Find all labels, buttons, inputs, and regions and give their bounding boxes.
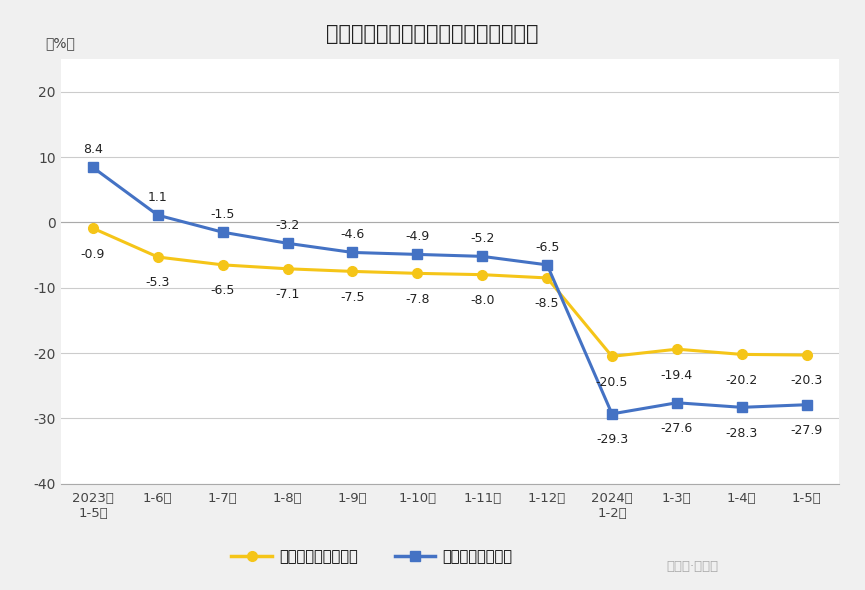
Text: -20.3: -20.3: [791, 375, 823, 388]
Text: -6.5: -6.5: [210, 284, 235, 297]
Text: -27.6: -27.6: [661, 422, 693, 435]
Text: -29.3: -29.3: [596, 433, 628, 446]
Text: -19.4: -19.4: [661, 369, 693, 382]
新建商品房销售面积: [348, 268, 358, 275]
Legend: 新建商品房销售面积, 新建商品房销售额: 新建商品房销售面积, 新建商品房销售额: [226, 543, 518, 570]
Text: -7.8: -7.8: [405, 293, 430, 306]
新建商品房销售面积: [413, 270, 423, 277]
Text: -8.5: -8.5: [535, 297, 560, 310]
新建商品房销售额: [737, 404, 747, 411]
Text: -4.6: -4.6: [340, 228, 365, 241]
Text: -0.9: -0.9: [80, 248, 106, 261]
新建商品房销售额: [282, 240, 292, 247]
新建商品房销售额: [671, 399, 682, 407]
Text: （%）: （%）: [45, 37, 75, 51]
Text: 1.1: 1.1: [148, 191, 168, 204]
Text: -4.9: -4.9: [405, 230, 430, 243]
新建商品房销售面积: [88, 225, 99, 232]
Text: -6.5: -6.5: [535, 241, 560, 254]
Line: 新建商品房销售额: 新建商品房销售额: [88, 163, 811, 419]
Text: -1.5: -1.5: [210, 208, 235, 221]
Text: -8.0: -8.0: [470, 294, 495, 307]
新建商品房销售面积: [801, 352, 811, 359]
新建商品房销售额: [88, 164, 99, 171]
新建商品房销售面积: [153, 254, 163, 261]
新建商品房销售额: [607, 410, 618, 417]
Text: -5.2: -5.2: [470, 232, 495, 245]
Text: -27.9: -27.9: [791, 424, 823, 437]
Text: 全国新建商品房销售面积及销售额增速: 全国新建商品房销售面积及销售额增速: [326, 24, 539, 44]
Line: 新建商品房销售面积: 新建商品房销售面积: [88, 224, 811, 361]
新建商品房销售面积: [477, 271, 488, 278]
新建商品房销售面积: [671, 346, 682, 353]
Text: -7.5: -7.5: [340, 291, 365, 304]
新建商品房销售额: [218, 229, 228, 236]
新建商品房销售额: [541, 261, 552, 268]
Text: -5.3: -5.3: [145, 277, 170, 290]
新建商品房销售面积: [282, 266, 292, 273]
Text: -7.1: -7.1: [275, 289, 300, 301]
新建商品房销售额: [801, 401, 811, 408]
新建商品房销售面积: [541, 274, 552, 281]
新建商品房销售额: [477, 253, 488, 260]
Text: -28.3: -28.3: [726, 427, 758, 440]
Text: -3.2: -3.2: [275, 219, 300, 232]
新建商品房销售额: [413, 251, 423, 258]
新建商品房销售面积: [607, 353, 618, 360]
新建商品房销售面积: [218, 261, 228, 268]
Text: -20.5: -20.5: [596, 376, 628, 389]
新建商品房销售面积: [737, 351, 747, 358]
新建商品房销售额: [348, 249, 358, 256]
新建商品房销售额: [153, 212, 163, 219]
Text: 8.4: 8.4: [83, 143, 103, 156]
Text: 公众号·崔东树: 公众号·崔东树: [666, 560, 718, 573]
Text: -20.2: -20.2: [726, 374, 758, 387]
